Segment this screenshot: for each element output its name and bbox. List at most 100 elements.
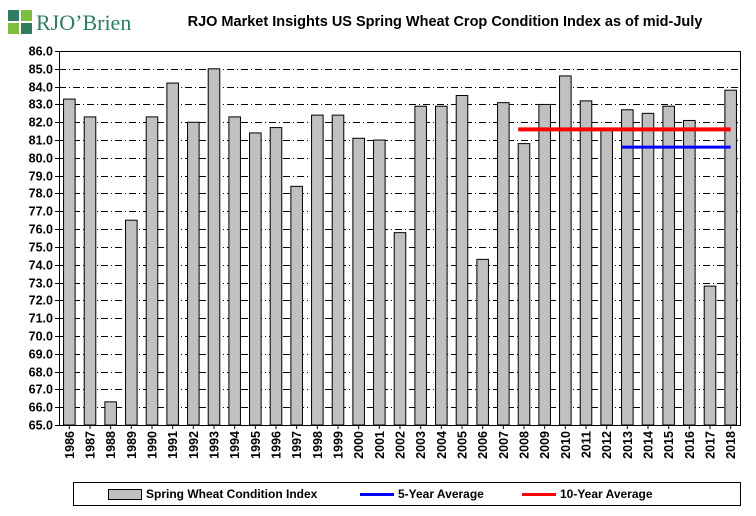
legend-blue-line-swatch [360, 492, 394, 496]
y-tick-label: 67.0 [29, 383, 53, 397]
x-tick-label-2008: 2008 [518, 431, 532, 459]
x-tick-label-1993: 1993 [208, 431, 222, 459]
bar-2002 [393, 232, 407, 426]
y-tick-label: 79.0 [29, 170, 53, 184]
bar-2009 [538, 103, 551, 426]
legend-label-10yr: 10-Year Average [560, 487, 653, 501]
brand-name: RJO’Brien [36, 10, 132, 35]
bar-1999 [331, 114, 345, 426]
bar-2000 [352, 137, 365, 426]
y-tick-label: 70.0 [29, 330, 53, 344]
bar-1994 [228, 116, 241, 426]
chart-title: RJO Market Insights US Spring Wheat Crop… [187, 14, 703, 30]
bar-1988 [104, 401, 117, 426]
legend-label-condition-index: Spring Wheat Condition Index [146, 487, 318, 501]
y-tick-label: 81.0 [29, 134, 53, 148]
bar-1989 [125, 219, 138, 426]
bar-1995 [249, 132, 262, 426]
y-tick-label: 85.0 [29, 63, 53, 77]
x-tick-label-2010: 2010 [559, 431, 573, 459]
x-tick-label-2014: 2014 [642, 431, 656, 459]
x-tick-label-2017: 2017 [704, 431, 718, 459]
bar-2004 [435, 105, 448, 426]
legend-red-line-swatch [522, 492, 556, 496]
x-tick-label-1987: 1987 [84, 431, 98, 459]
y-tick-label: 73.0 [29, 277, 53, 291]
bar-1991 [166, 82, 179, 426]
x-tick-label-2016: 2016 [683, 431, 697, 459]
y-tick-label: 75.0 [29, 241, 53, 255]
x-tick-label-1986: 1986 [63, 431, 77, 459]
y-tick-label: 68.0 [29, 366, 53, 380]
x-tick-label-1994: 1994 [228, 431, 242, 459]
bar-1993 [207, 68, 221, 426]
bar-2015 [662, 105, 675, 426]
x-tick-label-2003: 2003 [414, 431, 428, 459]
x-tick-label-1992: 1992 [187, 431, 201, 459]
y-tick-label: 65.0 [29, 419, 53, 433]
x-tick-label-2009: 2009 [538, 431, 552, 459]
y-tick-label: 84.0 [29, 81, 53, 95]
x-tick-label-2012: 2012 [600, 431, 614, 459]
y-tick-label: 82.0 [29, 116, 53, 130]
chart-legend: Spring Wheat Condition Index 5-Year Aver… [73, 482, 741, 506]
y-tick-label: 69.0 [29, 348, 53, 362]
bar-2001 [373, 139, 386, 426]
bar-2014 [641, 112, 655, 426]
x-tick-label-2002: 2002 [394, 431, 408, 459]
x-tick-label-1989: 1989 [125, 431, 139, 459]
x-tick-label-2018: 2018 [724, 431, 738, 459]
bar-2003 [414, 105, 427, 426]
bar-2018 [724, 89, 737, 426]
y-tick-label: 66.0 [29, 401, 53, 415]
bar-2006 [476, 258, 489, 426]
x-tick-label-1990: 1990 [146, 431, 160, 459]
bar-2008 [517, 143, 531, 426]
x-tick-label-2013: 2013 [621, 431, 635, 459]
x-tick-label-2007: 2007 [497, 431, 511, 459]
bar-2011 [579, 100, 593, 426]
x-tick-label-2001: 2001 [373, 431, 387, 459]
bar-1986 [63, 98, 76, 426]
bar-2012 [600, 128, 613, 426]
bar-1990 [145, 116, 159, 426]
y-tick-label: 76.0 [29, 223, 53, 237]
y-tick-label: 72.0 [29, 294, 53, 308]
x-tick-label-2000: 2000 [352, 431, 366, 459]
y-tick-label: 86.0 [29, 45, 53, 59]
x-tick-label-2015: 2015 [662, 431, 676, 459]
x-tick-label-1996: 1996 [270, 431, 284, 459]
bar-chart: 65.0 66.0 67.0 68.0 69.0 70.0 71.0 72.0 73.0 74.0… [29, 45, 741, 459]
bar-1998 [311, 114, 324, 426]
bar-1997 [290, 185, 303, 426]
x-tick-label-1995: 1995 [249, 431, 263, 459]
brand-logo: RJO’Brien [8, 8, 138, 38]
legend-item-5yr: 5-Year Average [360, 487, 484, 501]
x-tick-label-1988: 1988 [104, 431, 118, 459]
bar-2016 [683, 119, 696, 426]
y-tick-label: 83.0 [29, 98, 53, 112]
bar-1987 [83, 116, 97, 426]
bar-1996 [269, 127, 283, 426]
y-tick-label: 78.0 [29, 187, 53, 201]
logo-mark-icon [8, 10, 32, 34]
y-tick-label: 74.0 [29, 259, 53, 273]
x-tick-label-2005: 2005 [456, 431, 470, 459]
x-tick-label-2006: 2006 [476, 431, 490, 459]
bar-2005 [455, 95, 469, 426]
legend-item-condition-index: Spring Wheat Condition Index [108, 487, 317, 501]
legend-item-10yr: 10-Year Average [522, 487, 653, 501]
legend-bar-swatch [108, 488, 142, 500]
y-tick-label: 71.0 [29, 312, 53, 326]
x-tick-label-1997: 1997 [290, 431, 304, 459]
legend-label-5yr: 5-Year Average [398, 487, 484, 501]
bar-2013 [621, 109, 634, 426]
x-tick-label-1991: 1991 [166, 431, 180, 459]
x-tick-label-2004: 2004 [435, 431, 449, 459]
x-tick-label-1999: 1999 [332, 431, 346, 459]
bar-1992 [187, 121, 200, 426]
y-tick-label: 77.0 [29, 205, 53, 219]
bar-2007 [497, 102, 510, 426]
x-tick-label-2011: 2011 [580, 431, 594, 458]
y-tick-label: 80.0 [29, 152, 53, 166]
